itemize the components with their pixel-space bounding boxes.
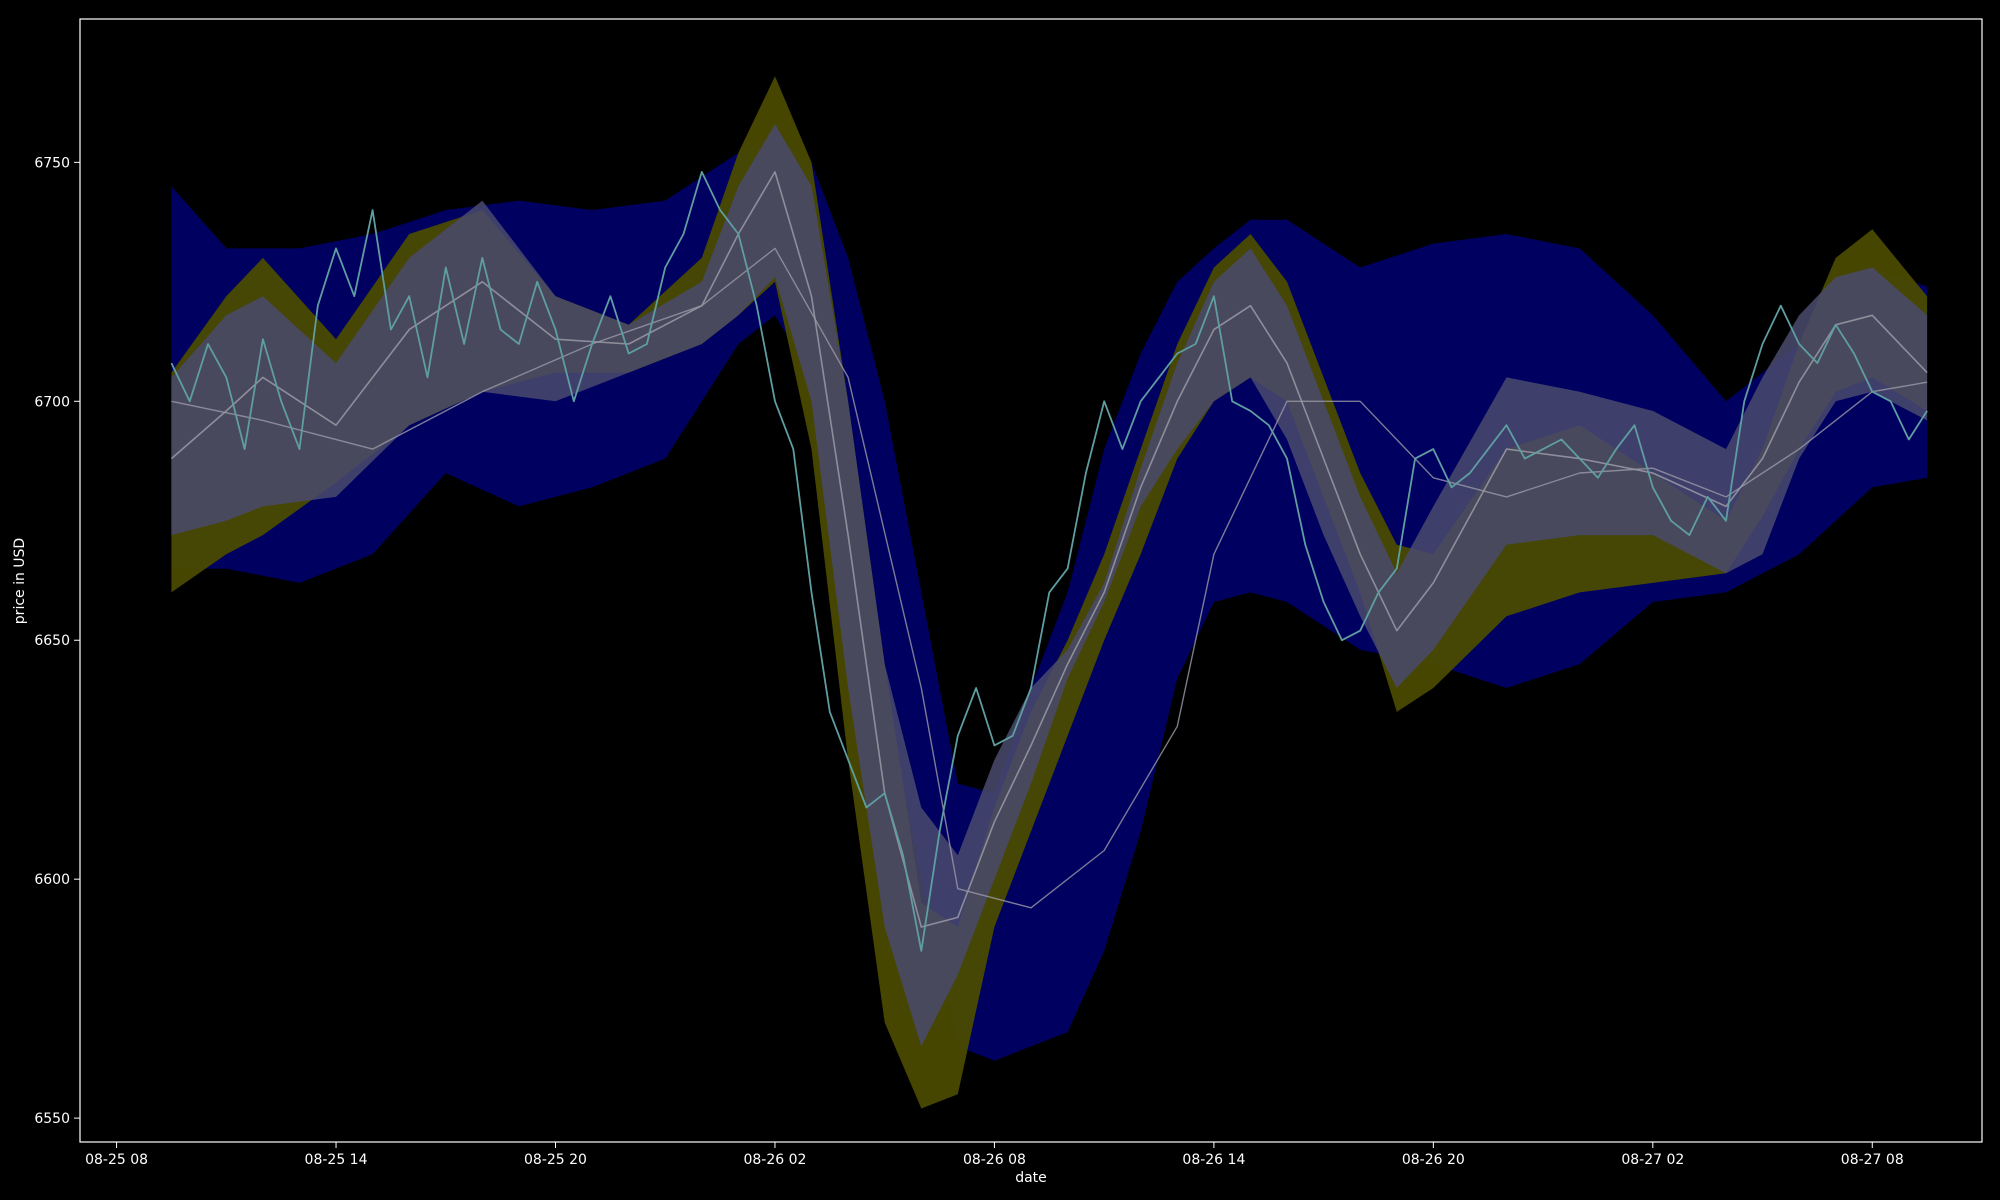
x-tick-label: 08-26 08 bbox=[963, 1152, 1026, 1168]
x-tick-label: 08-26 20 bbox=[1402, 1152, 1465, 1168]
line-layer bbox=[170, 171, 1928, 952]
plot-frame bbox=[79, 18, 1983, 1143]
fast-mean-line bbox=[170, 171, 1928, 928]
y-tick-label: 6550 bbox=[34, 1111, 70, 1127]
y-tick-label: 6650 bbox=[34, 633, 70, 649]
x-tick-label: 08-27 08 bbox=[1841, 1152, 1904, 1168]
x-tick-label: 08-26 02 bbox=[743, 1152, 806, 1168]
x-axis: 08-25 08 08-25 14 08-25 20 08-26 02 08-26 08… bbox=[85, 1142, 1904, 1168]
band-layer bbox=[171, 76, 1928, 1109]
x-axis-label: date bbox=[1015, 1170, 1047, 1186]
y-tick-label: 6750 bbox=[34, 155, 70, 171]
y-axis-label: price in USD bbox=[12, 538, 28, 624]
y-tick-label: 6700 bbox=[34, 394, 70, 410]
slow-mean-line bbox=[171, 247, 1928, 909]
y-axis: 6550 6600 6650 6700 6750 bbox=[34, 155, 80, 1127]
x-tick-label: 08-25 20 bbox=[524, 1152, 587, 1168]
price-line bbox=[170, 171, 1928, 952]
x-tick-label: 08-25 14 bbox=[305, 1152, 368, 1168]
y-tick-label: 6600 bbox=[34, 872, 70, 888]
x-tick-label: 08-25 08 bbox=[85, 1152, 148, 1168]
inner-band bbox=[171, 124, 1928, 1047]
x-tick-label: 08-26 14 bbox=[1182, 1152, 1245, 1168]
x-tick-label: 08-27 02 bbox=[1621, 1152, 1684, 1168]
